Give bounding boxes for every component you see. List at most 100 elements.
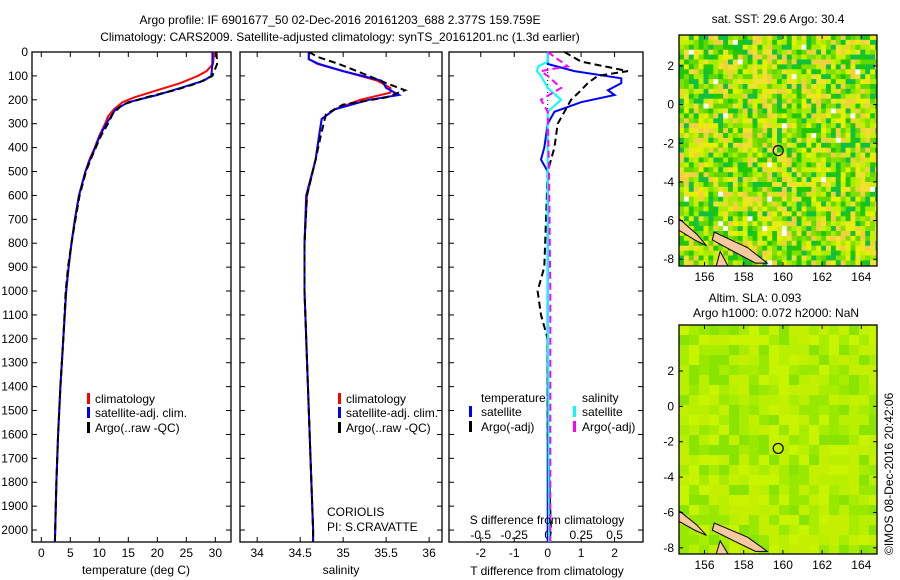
map-cell — [777, 240, 783, 246]
map-cell — [855, 64, 861, 70]
map-cell — [811, 216, 817, 222]
map-cell — [781, 88, 788, 95]
map-cell — [713, 93, 719, 99]
map-cell — [728, 191, 734, 197]
map-cell — [723, 226, 729, 232]
map-cell — [683, 152, 690, 158]
map-cell — [772, 118, 778, 124]
map-cell — [713, 133, 719, 139]
map-cell — [772, 162, 778, 168]
map-cell — [791, 226, 797, 232]
map-cell — [816, 108, 822, 114]
map-cell — [840, 152, 846, 158]
map-cell — [732, 177, 739, 183]
map-cell — [829, 485, 840, 496]
map-cell — [693, 88, 699, 95]
map-cell — [762, 49, 768, 55]
map-cell — [855, 260, 861, 266]
map-cell — [703, 250, 709, 256]
map-cell — [762, 196, 768, 202]
map-cell — [737, 49, 743, 55]
map-cell — [865, 211, 871, 217]
map-cell — [737, 84, 743, 90]
map-cell — [811, 147, 817, 153]
map-cell — [801, 231, 807, 237]
map-cell — [859, 345, 870, 356]
map-cell — [757, 147, 763, 153]
map-cell — [789, 355, 800, 366]
map-cell — [835, 93, 841, 99]
map-cell — [839, 435, 850, 446]
map-cell — [830, 235, 837, 242]
map-cell — [747, 211, 753, 217]
map-cell — [698, 74, 704, 80]
map-cell — [683, 162, 690, 168]
map-cell — [781, 260, 788, 266]
map-cell — [728, 147, 734, 153]
map-cell — [779, 445, 790, 456]
map-cell — [850, 167, 856, 173]
map-cell — [786, 250, 792, 256]
map-cell — [767, 235, 773, 242]
map-cell — [850, 84, 856, 90]
x-tick-label: 15 — [122, 546, 136, 560]
map-cell — [801, 216, 807, 222]
map-cell — [709, 355, 720, 366]
map-cell — [801, 103, 807, 109]
map-cell — [732, 162, 739, 168]
map-cell — [762, 245, 768, 251]
map-cell — [816, 98, 822, 104]
map-cell — [679, 445, 690, 456]
map-cell — [835, 88, 841, 95]
map-cell — [752, 226, 758, 232]
imos-credit: ©IMOS 08-Dec-2016 20:42:06 — [882, 392, 896, 555]
map-cell — [870, 182, 876, 188]
argo-position-marker — [772, 442, 784, 455]
map-cell — [869, 495, 878, 506]
map-cell — [816, 182, 822, 188]
map-cell — [708, 64, 714, 70]
map-cell — [772, 39, 778, 46]
map-cell — [791, 196, 797, 202]
map-cell — [732, 260, 739, 266]
map-cell — [786, 231, 792, 237]
map-cell — [830, 64, 837, 70]
map-cell — [821, 162, 827, 168]
map-cell — [747, 245, 753, 251]
map-cell — [789, 365, 800, 376]
map-cell — [779, 335, 790, 346]
map-cell — [809, 465, 820, 476]
map-cell — [683, 157, 690, 163]
map-cell — [849, 405, 860, 416]
map-cell — [708, 74, 714, 80]
map-cell — [772, 240, 778, 246]
map-cell — [718, 177, 724, 183]
map-cell — [693, 93, 699, 99]
map-cell — [809, 485, 820, 496]
map-cell — [747, 128, 753, 134]
map-cell — [679, 147, 685, 153]
map-cell — [840, 98, 846, 104]
map-cell — [816, 113, 822, 119]
map-cell — [860, 191, 866, 197]
map-cell — [752, 245, 758, 251]
map-cell — [835, 226, 841, 232]
map-cell — [811, 206, 817, 212]
depth-tick-label: 1200 — [1, 332, 28, 346]
map-cell — [801, 191, 807, 197]
map-cell — [870, 255, 876, 261]
map-cell — [860, 142, 866, 148]
map-cell — [718, 186, 724, 193]
map-cell — [689, 365, 700, 376]
map-cell — [840, 245, 846, 251]
map-cell — [689, 355, 700, 366]
map-cell — [821, 69, 827, 75]
map-cell — [723, 44, 729, 50]
map-cell — [865, 74, 871, 80]
map-cell — [732, 54, 739, 60]
map-cell — [728, 250, 734, 256]
map-cell — [699, 525, 710, 536]
map-cell — [811, 196, 817, 202]
map-cell — [718, 84, 724, 90]
map-cell — [796, 137, 802, 144]
